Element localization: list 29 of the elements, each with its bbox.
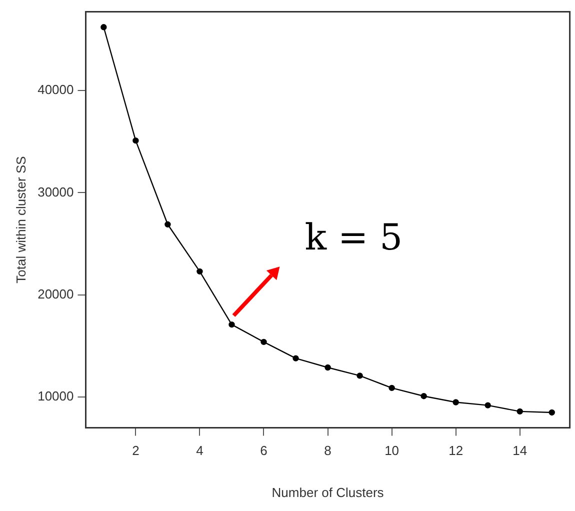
point <box>292 355 299 362</box>
point <box>484 402 491 408</box>
x-tick-label: 2 <box>132 443 140 458</box>
point <box>516 408 523 415</box>
annotation: k = 5 <box>304 218 403 259</box>
y-tick-label: 30000 <box>38 184 74 200</box>
x-tick-label: 8 <box>324 443 332 458</box>
point <box>228 321 235 328</box>
x-tick-label: 10 <box>384 443 400 458</box>
x-tick-label: 14 <box>512 443 528 458</box>
point <box>324 364 331 371</box>
point <box>164 221 171 228</box>
point <box>388 384 395 392</box>
point <box>452 399 459 406</box>
x-tick-label: 4 <box>196 443 204 458</box>
point <box>548 409 555 416</box>
y-tick-label: 20000 <box>38 286 74 302</box>
x-tick-label: 12 <box>448 443 464 458</box>
x-tick-label: 6 <box>260 443 268 458</box>
point <box>420 393 427 400</box>
y-tick-label: 10000 <box>38 388 74 404</box>
point <box>356 372 363 379</box>
point <box>196 268 203 275</box>
y-axis-title: Total within cluster SS <box>13 156 28 284</box>
x-axis-title: Number of Clusters <box>272 484 384 500</box>
y-tick-label: 40000 <box>38 82 74 98</box>
point <box>260 338 267 346</box>
point <box>132 137 139 144</box>
point <box>100 24 107 30</box>
